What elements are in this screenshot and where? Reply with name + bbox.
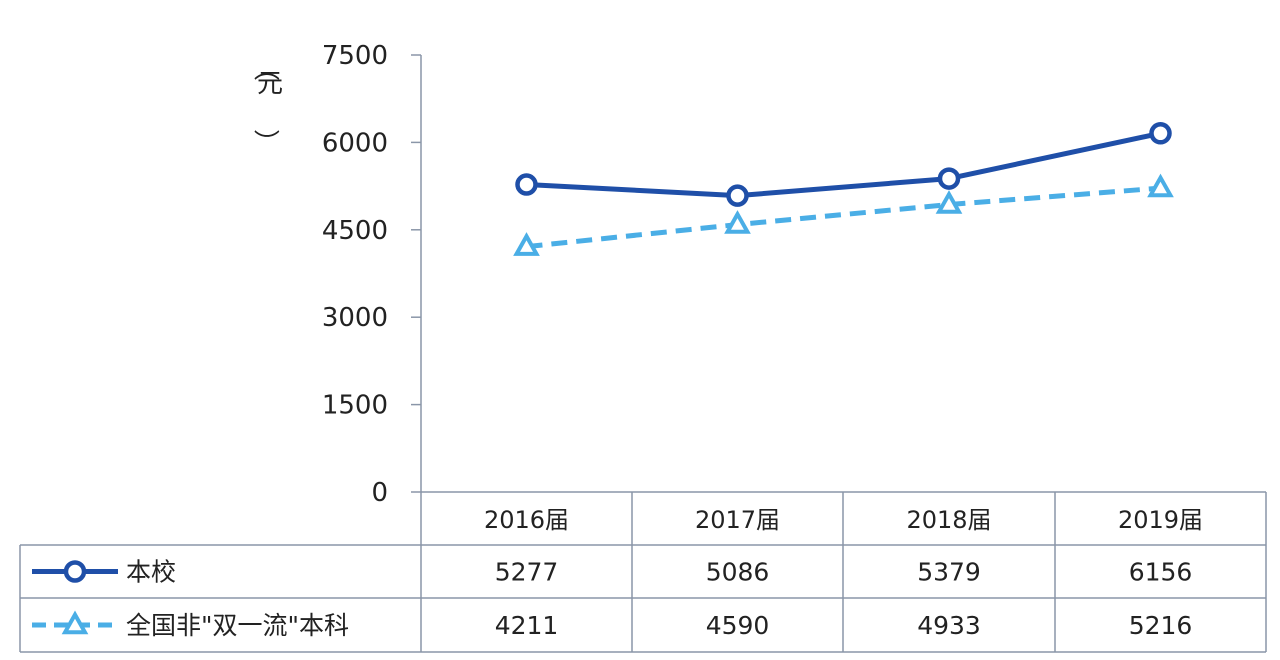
x-category-label: 2016届 bbox=[484, 506, 569, 534]
data-point-triangle bbox=[1147, 173, 1174, 198]
y-axis-unit-char: ） bbox=[250, 129, 280, 155]
data-table-value: 5277 bbox=[495, 558, 559, 587]
y-tick-label: 0 bbox=[371, 478, 388, 508]
y-tick-label: 7500 bbox=[322, 41, 388, 71]
y-tick-label: 6000 bbox=[322, 128, 388, 158]
data-point-circle bbox=[726, 184, 749, 207]
data-table-value: 5216 bbox=[1129, 611, 1193, 640]
data-point-circle bbox=[1149, 122, 1172, 145]
data-table-value: 5086 bbox=[706, 558, 770, 587]
data-table-value: 4590 bbox=[706, 611, 770, 640]
data-table-value: 5379 bbox=[917, 558, 981, 587]
data-point-circle bbox=[515, 173, 538, 196]
data-point-circle bbox=[937, 167, 961, 190]
x-category-label: 2018届 bbox=[906, 506, 991, 534]
legend-series-name: 本校 bbox=[126, 558, 176, 587]
data-table-value: 4933 bbox=[917, 611, 981, 640]
x-category-label: 2017届 bbox=[695, 506, 780, 534]
data-point-triangle bbox=[935, 190, 963, 214]
series-line-2 bbox=[526, 185, 1161, 250]
y-axis-unit-char: 元 bbox=[257, 69, 283, 99]
data-table-value: 4211 bbox=[495, 611, 559, 640]
y-tick-label: 3000 bbox=[322, 303, 388, 333]
y-tick-label: 4500 bbox=[322, 216, 388, 246]
legend-series-name: 全国非"双一流"本科 bbox=[126, 611, 349, 640]
data-table-value: 6156 bbox=[1129, 558, 1193, 587]
data-point-triangle bbox=[513, 232, 540, 256]
legend-marker-circle bbox=[63, 560, 87, 583]
series-line-1 bbox=[526, 130, 1162, 199]
y-tick-label: 1500 bbox=[322, 391, 388, 421]
y-axis-unit-char: （ bbox=[250, 55, 280, 81]
x-category-label: 2019届 bbox=[1118, 506, 1203, 534]
y-axis-unit-label: （元 ） bbox=[250, 55, 283, 155]
data-point-triangle bbox=[724, 210, 751, 234]
legend-marker-triangle bbox=[61, 610, 89, 635]
